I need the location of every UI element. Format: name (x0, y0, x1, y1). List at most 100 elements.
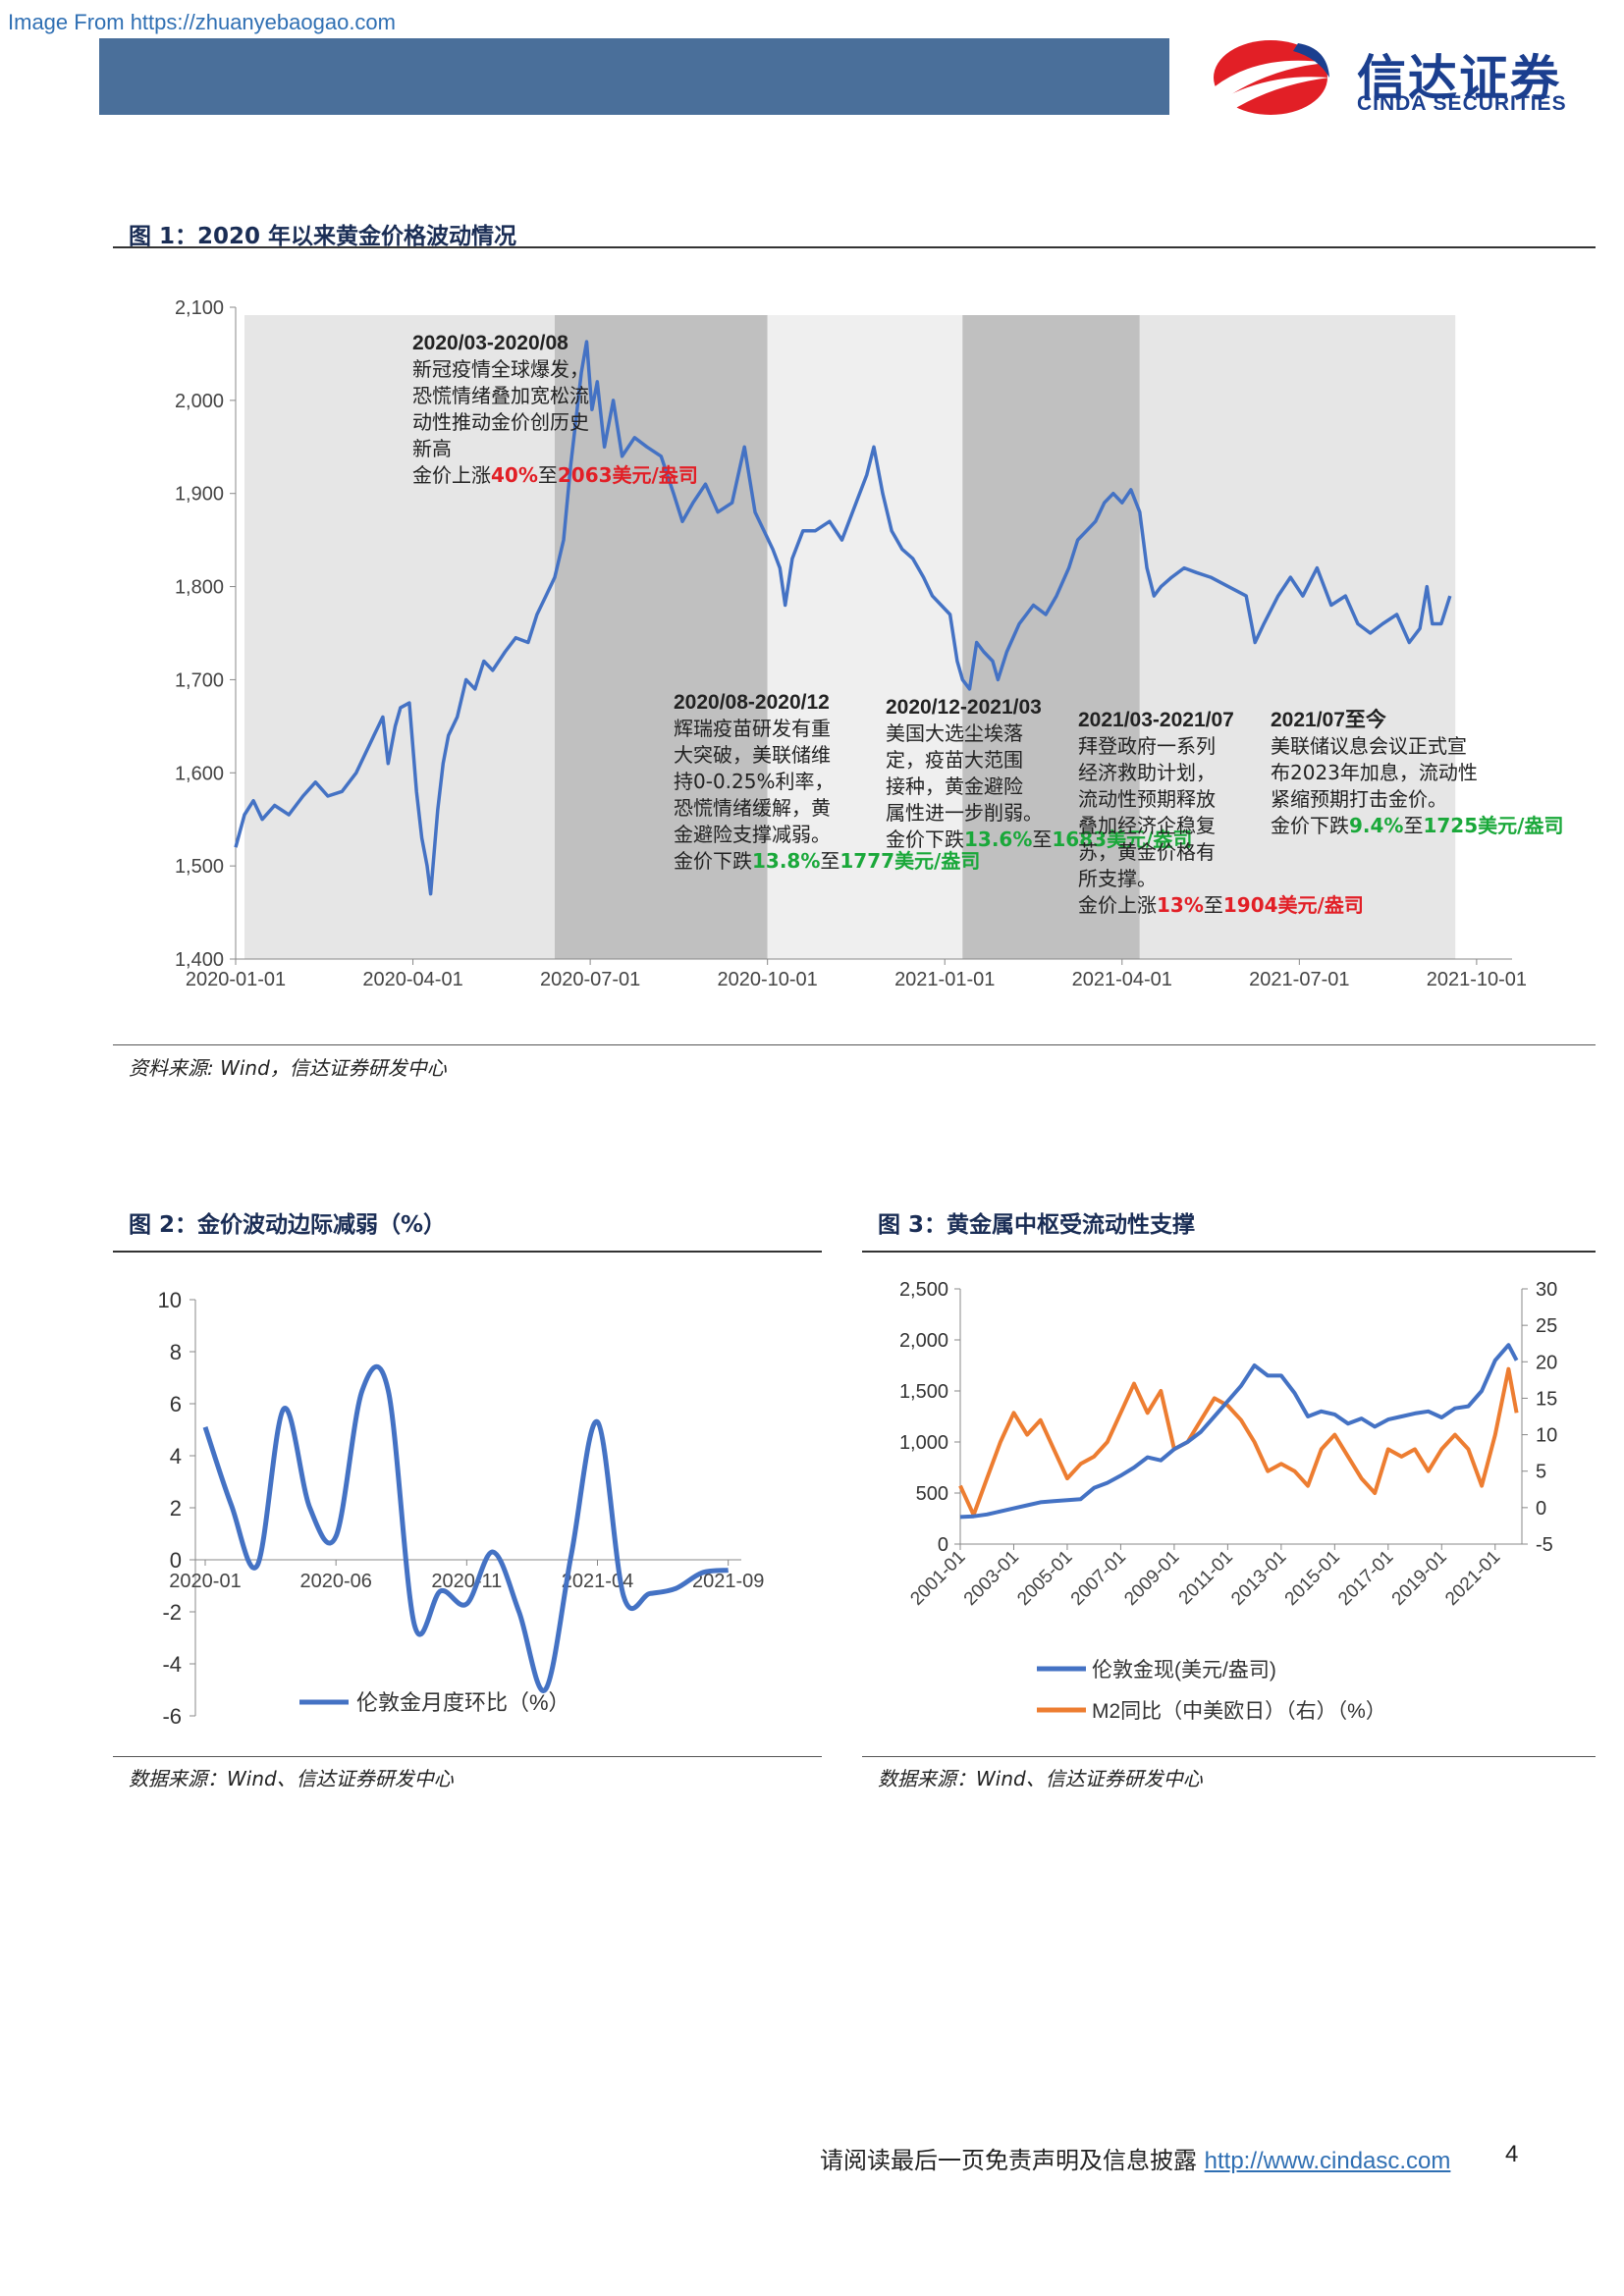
footer-link[interactable]: http://www.cindasc.com (1204, 2148, 1451, 2174)
fig3-bottom-rule (862, 1756, 1596, 1757)
annotation-heading: 2020/12-2021/03 (886, 696, 1042, 719)
fig1-y-tick-label: 1,700 (175, 669, 224, 691)
fig2-y-tick-label: -4 (162, 1652, 182, 1677)
fig3-y2-tick-label: 5 (1536, 1462, 1546, 1483)
annotation-pre-text: 金价下跌 (674, 849, 752, 873)
fig3-legend-label-gold: 伦敦金现(美元/盎司) (1092, 1659, 1276, 1682)
logo-cn-text: 信达证券 (1357, 50, 1561, 107)
fig2-source: 数据来源：Wind、信达证券研发中心 (129, 1767, 454, 1790)
fig1-y-tick-label: 1,400 (175, 949, 224, 971)
annotation-line: 定，疫苗大范围 (886, 748, 1023, 772)
fig1-x-tick-label: 2020-01-01 (186, 969, 286, 990)
fig2-gold-mom-line (202, 1363, 729, 1693)
footer-text: 请阅读最后一页免责声明及信息披露 (820, 2147, 1197, 2174)
annotation-heading: 2020/08-2020/12 (674, 691, 830, 714)
fig3-y-tick-label: 500 (916, 1483, 948, 1505)
fig1-x-tick-label: 2020-04-01 (362, 969, 462, 990)
annotation-pre-text: 金价下跌 (1271, 814, 1349, 837)
annotation-price: 1725 (1423, 814, 1479, 837)
fig1-x-tick-label: 2021-07-01 (1249, 969, 1349, 990)
annotation-heading: 2020/03-2020/08 (412, 332, 568, 354)
fig2-title: 图 2：金价波动边际减弱（%） (129, 1212, 447, 1238)
fig1-y-tick-label: 1,900 (175, 484, 224, 506)
annotation-unit: 美元/盎司 (612, 463, 698, 487)
fig3-x-tick-label: 2015-01 (1281, 1547, 1344, 1610)
fig3-x-tick-label: 2009-01 (1120, 1547, 1183, 1610)
annotation-mid-text: 至 (1203, 893, 1223, 917)
annotation-line: 流动性预期释放 (1078, 787, 1216, 811)
fig1-annotation-4: 2021/03-2021/07 拜登政府一系列 经济救助计划， 流动性预期释放 叠加经济… (1078, 707, 1364, 919)
fig1-annotation-3: 2020/12-2021/03 美国大选尘埃落 定，疫苗大范围 接种，黄金避险 属性进一… (886, 694, 1192, 853)
fig3-x-tick-label: 2007-01 (1067, 1547, 1130, 1610)
annotation-percent: 9.4% (1349, 814, 1404, 837)
annotation-line: 所支撑。 (1078, 867, 1157, 890)
fig2-legend-label: 伦敦金月度环比（%） (356, 1690, 570, 1715)
annotation-price: 1904 (1222, 893, 1278, 917)
fig3-y-tick-label: 2,000 (899, 1330, 948, 1352)
fig1-y-tick-label: 1,600 (175, 763, 224, 784)
fig3-legend-label-m2: M2同比（中美欧日）（右）（%） (1092, 1700, 1386, 1723)
fig1-source: 资料来源: Wind，信达证券研发中心 (129, 1056, 447, 1080)
fig1-y-tick-label: 2,000 (175, 391, 224, 412)
fig3-y-tick-label: 1,500 (899, 1381, 948, 1403)
annotation-price: 1777 (839, 849, 895, 873)
annotation-price-change: 金价上涨13%至1904美元/盎司 (1078, 892, 1364, 919)
annotation-percent: 13% (1157, 893, 1204, 917)
annotation-line: 美国大选尘埃落 (886, 721, 1023, 745)
fig2-top-rule (113, 1251, 822, 1253)
fig2-bottom-rule (113, 1756, 822, 1757)
fig2-y-tick-label: 4 (170, 1444, 182, 1468)
annotation-price-change: 金价下跌13.8%至1777美元/盎司 (674, 848, 980, 875)
fig3-source: 数据来源：Wind、信达证券研发中心 (878, 1767, 1203, 1790)
fig1-x-tick-label: 2020-10-01 (718, 969, 818, 990)
fig1-annotation-2: 2020/08-2020/12 辉瑞疫苗研发有重 大突破，美联储维 持0-0.25%利… (674, 689, 980, 875)
fig3-y-tick-label: 1,000 (899, 1432, 948, 1454)
annotation-mid-text: 至 (537, 463, 558, 487)
fig2-x-tick-label: 2021-09 (692, 1571, 764, 1592)
annotation-line: 辉瑞疫苗研发有重 (674, 717, 831, 740)
fig3-x-tick-label: 2017-01 (1334, 1547, 1397, 1610)
annotation-line: 金避险支撑减弱。 (674, 823, 831, 846)
annotation-line: 恐慌情绪叠加宽松流 (412, 384, 589, 407)
annotation-heading: 2021/07至今 (1271, 709, 1386, 731)
fig1-shaded-period-5 (1139, 315, 1456, 959)
fig1-shaded-period-3 (767, 315, 963, 959)
cinda-logo: 信达证券 CINDA SECURITIES (1200, 33, 1593, 122)
fig1-title: 图 1：2020 年以来黄金价格波动情况 (129, 224, 517, 249)
annotation-line: 新高 (412, 437, 452, 460)
fig1-x-tick-label: 2021-04-01 (1072, 969, 1172, 990)
fig3-y2-tick-label: 25 (1536, 1315, 1557, 1337)
fig3-y2-tick-label: 20 (1536, 1352, 1557, 1373)
fig2-x-tick-label: 2020-01 (169, 1571, 241, 1592)
fig1-x-tick-label: 2021-10-01 (1427, 969, 1527, 990)
fig2-y-tick-label: 2 (170, 1496, 182, 1521)
annotation-line: 叠加经济企稳复 (1078, 814, 1216, 837)
fig2-y-tick-label: 10 (158, 1288, 182, 1312)
annotation-mid-text: 至 (1403, 814, 1424, 837)
fig2-chart: -6 -4 -2 0 2 4 6 8 10 2020-01 2020-06 2020-11 2021-0… (158, 1288, 765, 1729)
annotation-line: 苏，黄金价格有 (1078, 840, 1216, 864)
fig3-x-tick-label: 2013-01 (1227, 1547, 1290, 1610)
fig1-y-tick-label: 1,500 (175, 856, 224, 878)
fig3-y2-tick-label: 0 (1536, 1498, 1546, 1520)
annotation-line: 紧缩预期打击金价。 (1271, 787, 1447, 811)
fig1-y-tick-label: 1,800 (175, 577, 224, 599)
fig1-annotation-1: 2020/03-2020/08 新冠疫情全球爆发， 恐慌情绪叠加宽松流 动性推动金价创… (412, 330, 698, 489)
annotation-line: 美联储议息会议正式宣 (1271, 734, 1467, 758)
fig1-shaded-period-4 (962, 315, 1140, 959)
fig1-chart: 1,400 1,500 1,600 1,700 1,800 1,900 2,000 2,100… (175, 297, 1527, 990)
annotation-line: 动性推动金价创历史 (412, 410, 589, 434)
fig1-top-rule (113, 246, 1596, 248)
annotation-price: 2063 (557, 463, 613, 487)
fig2-y-tick-label: 0 (170, 1548, 182, 1573)
fig1-x-tick-label: 2021-01-01 (894, 969, 995, 990)
fig1-x-tick-label: 2020-07-01 (540, 969, 640, 990)
fig3-y2-tick-label: 10 (1536, 1425, 1557, 1447)
page-number: 4 (1505, 2141, 1519, 2167)
annotation-line: 新冠疫情全球爆发， (412, 357, 589, 381)
watermark-text: Image From https://zhuanyebaogao.com (8, 10, 396, 34)
fig3-x-tick-label: 2011-01 (1175, 1547, 1237, 1609)
annotation-line: 接种，黄金避险 (886, 774, 1023, 798)
fig2-x-tick-label: 2020-11 (431, 1571, 502, 1592)
fig1-shaded-period-2 (555, 315, 768, 959)
